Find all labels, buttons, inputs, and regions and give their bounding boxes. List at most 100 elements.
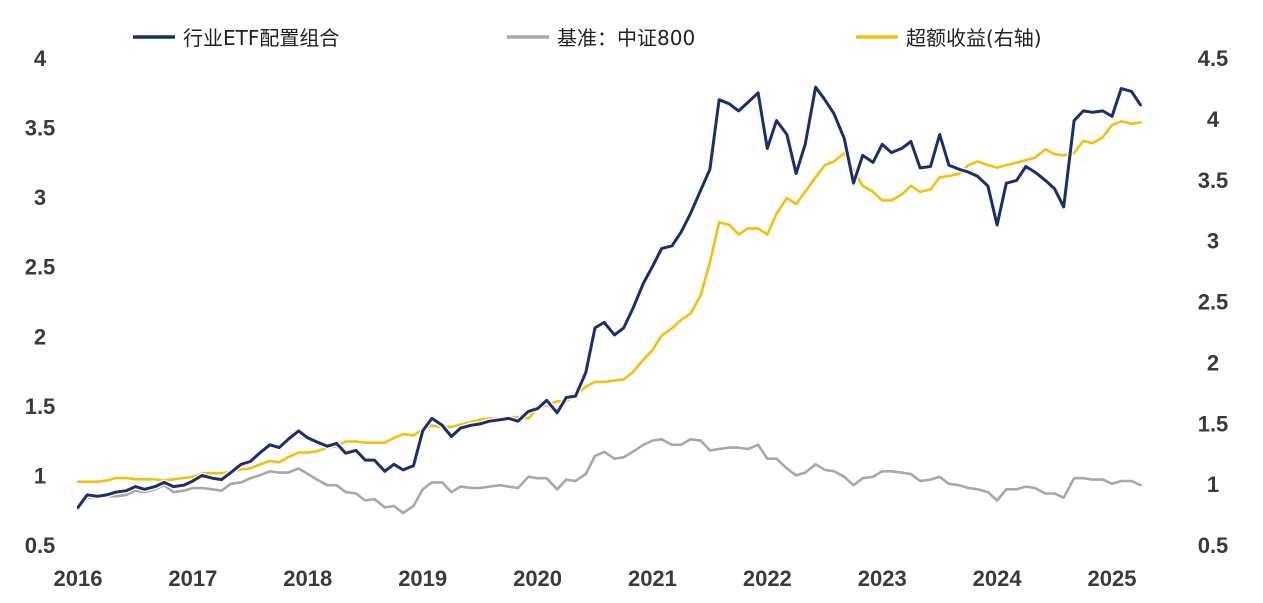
data-point-benchmark <box>430 481 434 484</box>
data-point-benchmark <box>555 488 559 491</box>
x-tick-label: 2025 <box>1088 566 1137 591</box>
data-point-portfolio <box>947 163 951 167</box>
data-point-excess-return <box>182 476 185 480</box>
data-point-portfolio <box>565 396 568 399</box>
data-point-portfolio <box>297 429 300 433</box>
data-point-excess-return <box>86 480 89 483</box>
data-point-excess-return <box>1044 148 1047 151</box>
data-point-excess-return <box>1005 163 1008 167</box>
data-point-benchmark <box>268 470 272 473</box>
data-point-excess-return <box>871 190 875 194</box>
data-point-excess-return <box>804 190 807 194</box>
data-point-benchmark <box>852 484 855 487</box>
data-point-benchmark <box>450 490 453 494</box>
data-point-benchmark <box>1062 496 1065 499</box>
data-point-benchmark <box>412 504 415 508</box>
data-point-excess-return <box>1053 153 1056 156</box>
data-point-benchmark <box>239 481 243 484</box>
data-point-portfolio <box>220 478 223 481</box>
data-point-benchmark <box>1130 479 1133 483</box>
data-point-benchmark <box>383 506 386 509</box>
data-point-portfolio <box>488 420 491 423</box>
data-point-excess-return <box>785 196 789 200</box>
data-point-benchmark <box>1072 477 1076 480</box>
data-point-portfolio <box>631 307 635 310</box>
data-point-benchmark <box>804 471 807 474</box>
data-point-excess-return <box>976 160 979 163</box>
data-point-portfolio <box>651 265 654 268</box>
data-point-portfolio <box>574 394 577 398</box>
data-point-portfolio <box>86 493 89 497</box>
data-point-portfolio <box>814 86 817 89</box>
left-y-tick-label: 3.5 <box>25 116 56 141</box>
data-point-benchmark <box>1082 477 1085 480</box>
data-point-portfolio <box>603 321 606 324</box>
data-point-portfolio <box>1044 179 1047 182</box>
data-point-benchmark <box>728 446 731 449</box>
data-point-excess-return <box>900 193 903 196</box>
data-point-portfolio <box>430 417 434 420</box>
data-point-benchmark <box>938 475 941 478</box>
x-tick-label: 2024 <box>973 566 1023 591</box>
data-point-portfolio <box>536 407 539 410</box>
data-point-portfolio <box>1082 109 1085 113</box>
data-point-portfolio <box>642 282 645 285</box>
data-point-excess-return <box>412 434 415 437</box>
data-point-portfolio <box>584 371 587 374</box>
data-point-excess-return <box>861 184 864 187</box>
data-point-excess-return <box>1015 161 1018 164</box>
data-point-portfolio <box>890 151 893 154</box>
data-point-excess-return <box>613 379 616 382</box>
data-point-benchmark <box>708 449 712 452</box>
data-point-excess-return <box>172 478 175 481</box>
series-line-portfolio-halo <box>75 84 1143 510</box>
data-point-excess-return <box>1072 151 1076 155</box>
x-tick-label: 2021 <box>628 566 677 591</box>
data-point-benchmark <box>843 475 846 478</box>
data-point-benchmark <box>249 477 252 480</box>
data-point-portfolio <box>335 442 338 445</box>
data-point-excess-return <box>717 221 721 224</box>
data-point-benchmark <box>766 457 769 460</box>
right-y-tick-label: 4.5 <box>1198 46 1229 71</box>
data-point-benchmark <box>832 470 836 473</box>
data-point-benchmark <box>986 490 990 494</box>
data-point-benchmark <box>478 486 482 490</box>
data-point-excess-return <box>881 199 884 202</box>
data-point-benchmark <box>200 486 204 490</box>
data-point-benchmark <box>545 477 548 480</box>
data-point-benchmark <box>392 504 396 508</box>
data-point-benchmark <box>890 470 893 473</box>
data-point-benchmark <box>1033 486 1037 490</box>
data-point-excess-return <box>1082 139 1085 142</box>
data-point-benchmark <box>229 482 232 485</box>
data-point-portfolio <box>832 112 836 115</box>
data-point-benchmark <box>756 443 760 446</box>
data-point-portfolio <box>995 223 999 227</box>
data-point-benchmark <box>258 474 261 477</box>
data-point-excess-return <box>383 441 386 444</box>
data-point-excess-return <box>297 451 300 454</box>
data-point-excess-return <box>651 349 654 352</box>
data-point-excess-return <box>660 334 663 337</box>
data-point-portfolio <box>364 458 367 462</box>
data-point-portfolio <box>976 175 979 178</box>
data-point-excess-return <box>258 463 261 466</box>
data-point-excess-return <box>622 378 625 381</box>
data-point-benchmark <box>871 475 875 478</box>
data-point-excess-return <box>737 233 740 236</box>
data-point-excess-return <box>306 451 309 454</box>
data-point-portfolio <box>717 98 721 101</box>
data-point-benchmark <box>929 478 932 481</box>
right-y-tick-label: 0.5 <box>1198 533 1229 558</box>
data-point-portfolio <box>1120 87 1123 90</box>
data-point-portfolio <box>929 165 932 168</box>
data-point-excess-return <box>211 472 214 475</box>
data-point-portfolio <box>134 485 137 488</box>
data-point-excess-return <box>220 472 223 475</box>
data-point-portfolio <box>680 230 683 234</box>
data-point-benchmark <box>354 492 358 495</box>
data-point-portfolio <box>344 452 347 455</box>
data-point-portfolio <box>507 417 510 420</box>
data-point-portfolio <box>249 460 252 463</box>
